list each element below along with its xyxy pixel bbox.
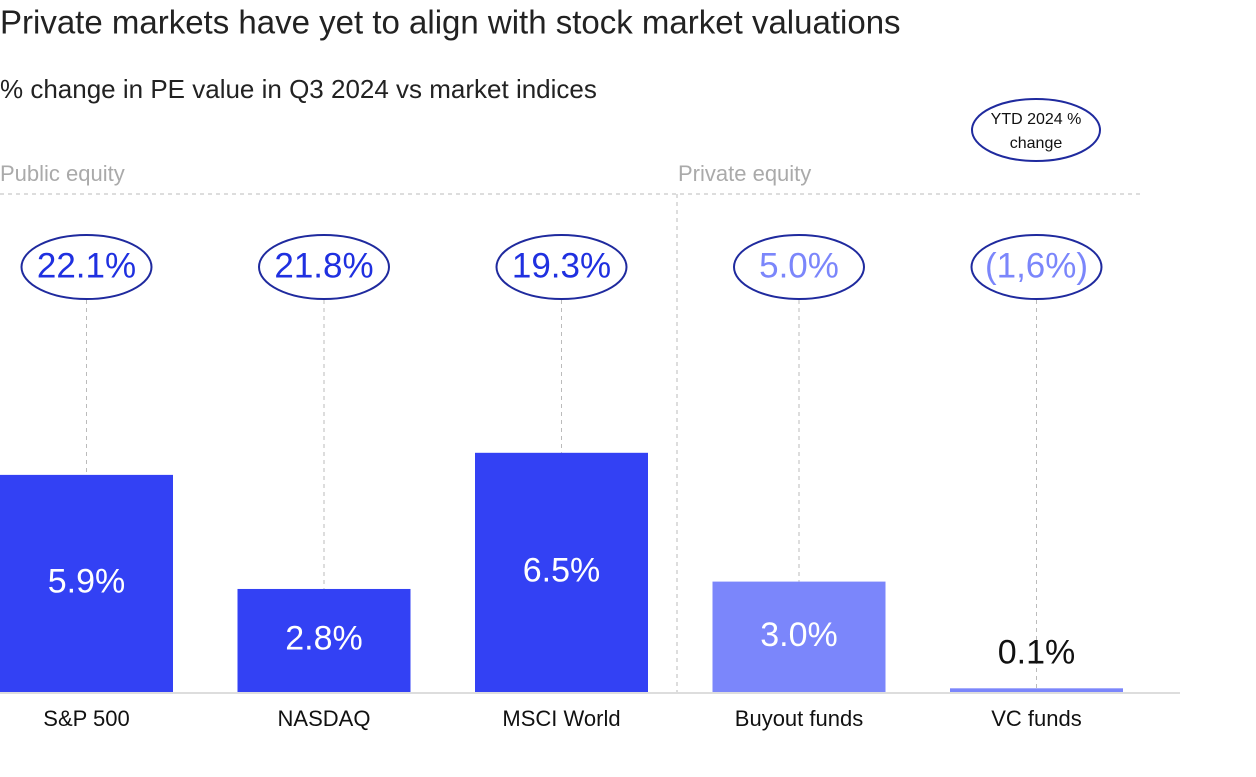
x-tick-label: VC funds [991, 706, 1082, 731]
group-label: Public equity [0, 161, 125, 186]
chart-subtitle: % change in PE value in Q3 2024 vs marke… [0, 74, 597, 104]
chart-title: Private markets have yet to align with s… [0, 4, 901, 41]
ytd-ellipse [970, 234, 1103, 300]
bar [237, 588, 411, 692]
ytd-label: 19.3% [512, 246, 611, 285]
ytd-label: 5.0% [759, 246, 839, 285]
ytd-label: 22.1% [37, 246, 136, 285]
legend-ellipse [971, 98, 1101, 162]
x-tick-label: MSCI World [502, 706, 620, 731]
ytd-label: 21.8% [274, 246, 373, 285]
bar [0, 474, 173, 692]
value-label: 2.8% [285, 619, 363, 657]
value-label: 6.5% [523, 551, 601, 589]
bar [950, 688, 1123, 692]
value-label: 3.0% [760, 616, 838, 654]
group-label: Private equity [678, 161, 811, 186]
ytd-ellipse [20, 234, 153, 300]
bar [712, 581, 886, 692]
ytd-ellipse [495, 234, 628, 300]
value-label: 0.1% [998, 633, 1076, 671]
x-tick-label: Buyout funds [735, 706, 863, 731]
x-tick-label: NASDAQ [278, 706, 371, 731]
bar [475, 452, 648, 692]
ytd-label: (1,6%) [985, 246, 1088, 285]
x-tick-label: S&P 500 [43, 706, 129, 731]
ytd-ellipse [733, 234, 865, 300]
value-label: 5.9% [48, 562, 126, 600]
legend-label: YTD 2024 % change [990, 111, 1082, 152]
ytd-ellipse [258, 234, 390, 300]
